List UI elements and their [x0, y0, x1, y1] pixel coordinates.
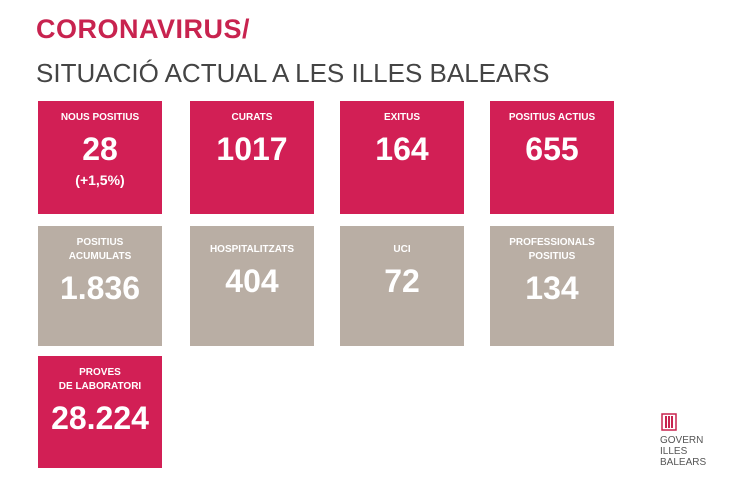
logo: GOVERN ILLES BALEARS	[660, 412, 706, 468]
tile-label: POSITIUS ACTIUS	[509, 111, 595, 125]
tile-label: NOUS POSITIUS	[61, 111, 139, 125]
label-line: EXITUS	[383, 112, 421, 123]
title: CORONAVIRUS/	[36, 14, 251, 44]
tile: EXITUS 164	[340, 101, 464, 214]
label-line: POSITIUS	[76, 237, 124, 248]
subtitle: SITUACIÓ ACTUAL A LES ILLES BALEARS	[36, 58, 550, 88]
tile-label: EXITUS	[384, 111, 420, 125]
tile-value: 134	[525, 270, 579, 306]
logo-line: BALEARS	[660, 457, 707, 468]
tile-value: 404	[225, 263, 279, 299]
tile-label: POSITIUS ACUMULATS	[69, 236, 132, 264]
label-line: UCI	[393, 244, 411, 255]
label-line: PROFESSIONALS	[509, 237, 595, 248]
tile-label: HOSPITALITZATS	[210, 243, 294, 257]
label-line: DE LABORATORI	[58, 381, 142, 392]
tile: PROVES DE LABORATORI 28.224	[38, 356, 162, 468]
tile: UCI 72	[340, 226, 464, 346]
tile-value: 1017	[216, 131, 288, 167]
tile-value: 28	[82, 131, 118, 167]
logo-line: ILLES	[660, 446, 688, 457]
tile: NOUS POSITIUS 28 (+1,5%)	[38, 101, 162, 214]
label-line: NOUS POSITIUS	[60, 112, 140, 123]
label-line: CURATS	[231, 112, 273, 123]
label-line: POSITIUS ACTIUS	[508, 112, 596, 123]
tile-value: 1.836	[59, 270, 141, 306]
tile: HOSPITALITZATS 404	[190, 226, 314, 346]
tile: CURATS 1017	[190, 101, 314, 214]
tile-label: PROFESSIONALS POSITIUS	[509, 236, 595, 264]
tile-note: (+1,5%)	[75, 172, 125, 188]
logo-icon	[661, 413, 677, 431]
tile-label: CURATS	[232, 111, 273, 125]
label-line: POSITIUS	[528, 251, 576, 262]
label-line: HOSPITALITZATS	[209, 244, 295, 255]
logo-line: GOVERN	[660, 435, 704, 446]
tile-value: 28.224	[51, 400, 149, 436]
tile-value: 72	[384, 263, 420, 299]
tile: PROFESSIONALS POSITIUS 134	[490, 226, 614, 346]
tile: POSITIUS ACUMULATS 1.836	[38, 226, 162, 346]
logo-text: GOVERN ILLES BALEARS	[660, 435, 706, 468]
tile-label: UCI	[393, 243, 410, 257]
tile-label: PROVES DE LABORATORI	[59, 366, 141, 394]
tile-value: 164	[375, 131, 429, 167]
label-line: PROVES	[79, 367, 121, 378]
tile: POSITIUS ACTIUS 655	[490, 101, 614, 214]
tile-value: 655	[525, 131, 579, 167]
label-line: ACUMULATS	[68, 251, 132, 262]
